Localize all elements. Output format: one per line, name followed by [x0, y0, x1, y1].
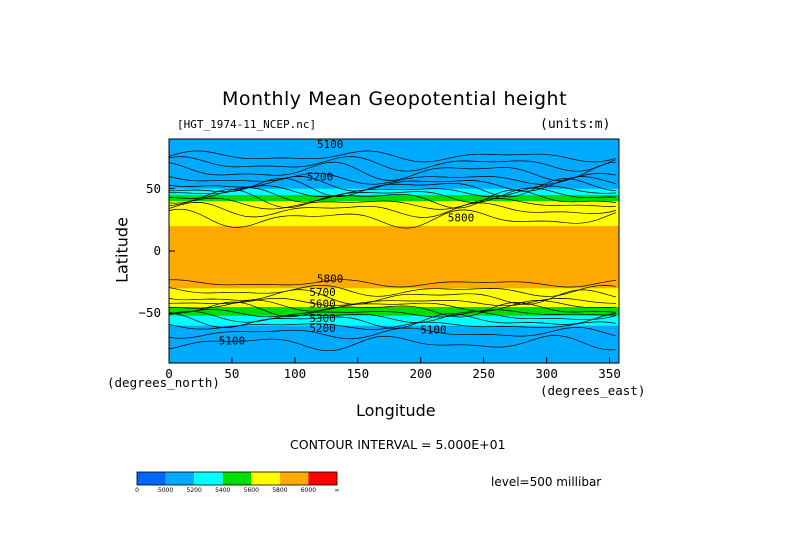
x-tick-label: 350 — [598, 366, 621, 381]
contour-label: 5100 — [317, 138, 344, 151]
contour-line — [168, 284, 616, 297]
colorbar-frame — [136, 471, 338, 486]
contour-label: 5700 — [309, 286, 336, 299]
colorbar-swatch — [137, 472, 166, 485]
contour-line — [168, 150, 616, 163]
x-tick-label: 0 — [165, 366, 173, 381]
contour-fill-band — [169, 226, 619, 283]
contour-fill-band — [169, 182, 619, 190]
contour-fill-band — [169, 315, 619, 327]
contour-label: 5100 — [219, 335, 246, 348]
y-tick-label: −50 — [138, 305, 161, 320]
contour-fill-band — [169, 139, 619, 184]
contour-fill-band — [169, 282, 619, 289]
contour-fill-band — [169, 219, 619, 227]
colorbar-level-label: 5600 — [244, 487, 259, 494]
contour-line — [168, 279, 616, 288]
contour-fill-band — [169, 325, 619, 364]
contour-line — [168, 289, 616, 305]
contour-line — [168, 321, 616, 330]
contour-line — [168, 185, 616, 198]
x-tick-label: 200 — [409, 366, 432, 381]
contour-line — [168, 335, 616, 352]
contour-label: 5300 — [309, 312, 336, 325]
contour-fill-band — [169, 188, 619, 196]
contour-line — [168, 310, 616, 323]
y-axis-label: Latitude — [112, 217, 132, 283]
colorbar-swatch — [165, 472, 195, 485]
x-tick-label: 150 — [347, 366, 370, 381]
contour-line — [168, 309, 616, 318]
contour-line — [168, 312, 616, 329]
colorbar-level-label: 5400 — [215, 487, 230, 494]
contour-line — [168, 299, 616, 312]
y-tick-label: 50 — [146, 181, 161, 196]
colorbar-swatch — [279, 472, 309, 485]
x-tick-label: 250 — [472, 366, 495, 381]
units-label: (units:m) — [540, 117, 611, 132]
contour-label: 5200 — [309, 322, 336, 335]
contour-line — [168, 327, 616, 340]
contour-label: 5200 — [307, 170, 334, 183]
colorbar-level-label: 5800 — [272, 487, 287, 494]
chart-title: Monthly Mean Geopotential height — [221, 88, 568, 110]
contour-line — [168, 197, 616, 210]
x-tick-label: 100 — [284, 366, 307, 381]
colorbar-level-label: 5200 — [187, 487, 202, 494]
contour-interval-text: CONTOUR INTERVAL = 5.000E+01 — [290, 437, 506, 452]
y-axis-note: (degrees_north) — [107, 375, 220, 390]
contour-label: 5600 — [309, 297, 336, 310]
contour-label: 5800 — [448, 211, 475, 224]
x-tick-label: 300 — [535, 366, 558, 381]
contour-line — [168, 187, 616, 203]
contour-line — [168, 202, 616, 218]
x-axis-label: Longitude — [356, 401, 436, 420]
colorbar-swatch — [308, 472, 337, 485]
contour-line — [168, 188, 616, 209]
level-text: level=500 millibar — [491, 475, 602, 489]
y-tick-label: 0 — [153, 243, 161, 258]
colorbar-level-label: ∞ — [335, 487, 340, 494]
source-file-label: [HGT_1974-11_NCEP.nc] — [177, 118, 317, 131]
contour-label: 5800 — [317, 272, 344, 285]
x-tick-label: 50 — [224, 366, 239, 381]
contour-line — [168, 156, 617, 172]
colorbar-level-label: 6000 — [301, 487, 316, 494]
x-axis-note: (degrees_east) — [540, 383, 646, 398]
colorbar-swatch — [222, 472, 252, 485]
contour-line — [168, 161, 616, 181]
colorbar-swatch — [251, 472, 280, 485]
contour-label: 5100 — [420, 323, 447, 336]
contour-line — [168, 172, 616, 185]
colorbar-level-label: 5000 — [158, 487, 173, 494]
colorbar-swatch — [194, 472, 223, 485]
contour-line — [168, 301, 616, 318]
contour-fill-band — [169, 288, 619, 302]
contour-fill-band — [169, 195, 619, 202]
colorbar-level-label: 0 — [135, 487, 139, 494]
contour-line — [168, 177, 616, 198]
contour-line — [168, 208, 617, 229]
